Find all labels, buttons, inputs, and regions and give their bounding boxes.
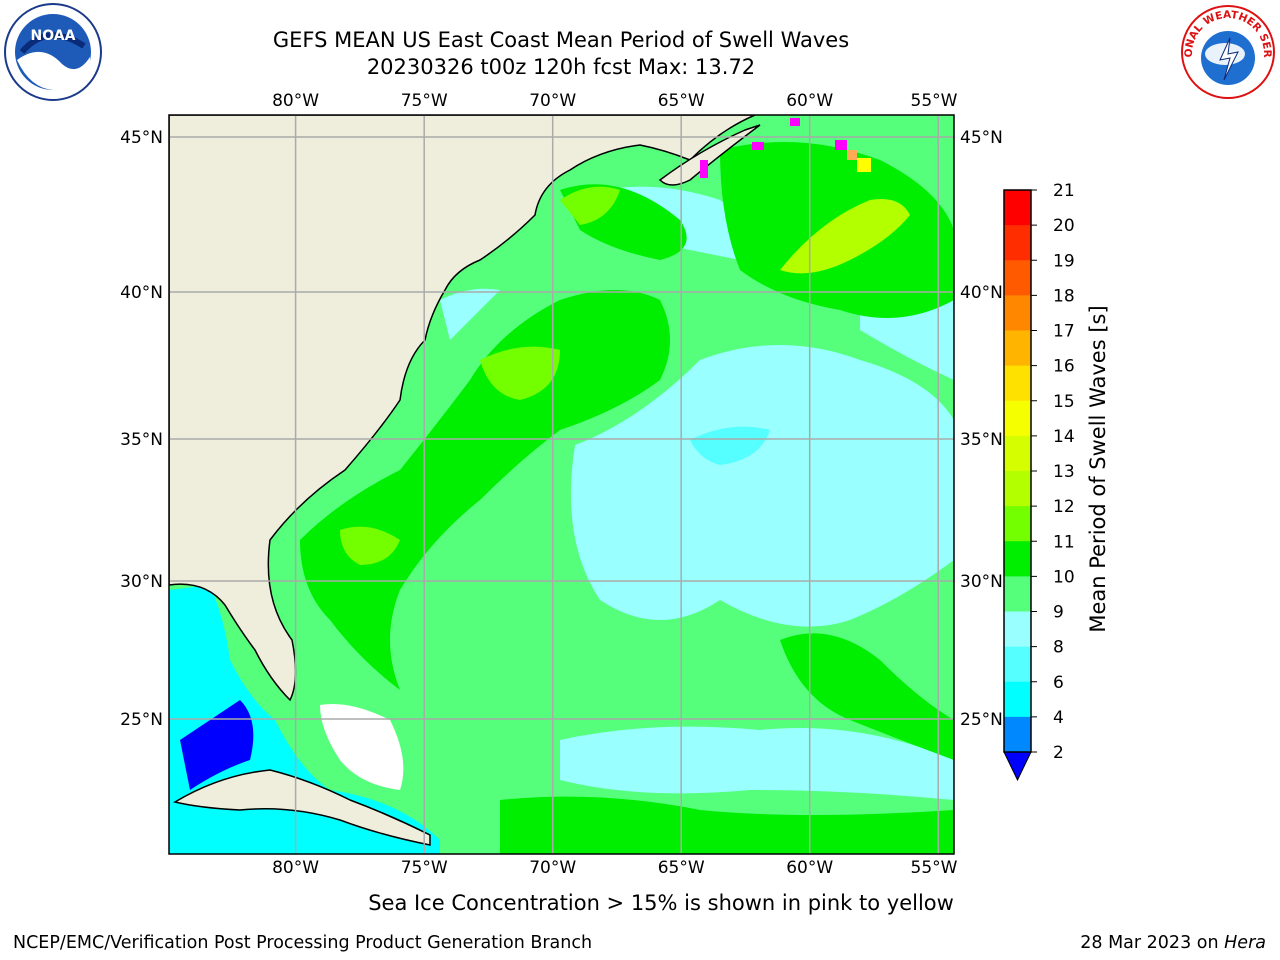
lon-tick-label: 80°W [272,858,319,878]
colorbar-swatch [1004,611,1031,648]
lat-tick-label: 45°N [960,128,1003,148]
colorbar-tick-label: 8 [1053,638,1064,658]
lon-labels-top: 80°W 75°W 70°W 65°W 60°W 55°W [272,91,958,111]
swell-zone-max [780,199,910,274]
lon-tick-label: 55°W [911,858,958,878]
colorbar-swatch [1004,330,1031,367]
colorbar-swatch [1004,365,1031,402]
colorbar-swatch [1004,716,1031,753]
colorbar-swatch [1004,541,1031,577]
swell-zone-central-atlantic [570,345,954,627]
lon-tick-label: 55°W [911,91,958,111]
swell-zone-max-4 [560,186,620,225]
lon-tick-label: 65°W [658,858,705,878]
colorbar-swatch [1004,295,1031,331]
colorbar-tick-label: 15 [1053,392,1075,412]
colorbar-tick-label: 19 [1053,251,1075,271]
lat-tick-label: 45°N [120,128,163,148]
credit-machine: Hera [1224,933,1266,953]
lat-tick-label: 25°N [120,710,163,730]
sea-ice-footnote: Sea Ice Concentration > 15% is shown in … [368,891,954,915]
colorbar-swatch [1004,471,1031,507]
sea-ice-marks [700,118,871,178]
colorbar-tick-label: 6 [1053,673,1064,693]
nws-logo-icon: NATIONAL WEATHER SERVICE [1174,0,1278,104]
colorbar-swatch [1004,225,1031,261]
land-cuba [173,769,431,846]
colorbar-swatch [1004,681,1031,718]
noaa-logo-text: NOAA [31,28,76,44]
colorbar-tick-label: 21 [1053,181,1075,201]
swell-zone-gulf-deep [180,700,254,790]
lon-tick-label: 60°W [786,858,833,878]
colorbar-tick-label: 9 [1053,603,1064,623]
lat-labels-right: 45°N 40°N 35°N 30°N 25°N [960,128,1003,730]
colorbar-tick-label: 12 [1053,497,1075,517]
swell-zone-bottom-green [500,796,954,854]
lat-tick-label: 40°N [960,283,1003,303]
lon-tick-label: 70°W [529,91,576,111]
land-masses [169,115,761,846]
swell-zone-shelf [440,288,500,340]
colorbar-tick-label: 11 [1053,532,1075,552]
colorbar-tick-label: 13 [1053,462,1075,482]
colorbar-swatch [1004,506,1031,542]
swell-zone-cyan-patch [690,426,770,465]
lat-tick-label: 40°N [120,283,163,303]
chart-title: GEFS MEAN US East Coast Mean Period of S… [272,28,850,52]
colorbar-tick-label: 2 [1053,743,1064,763]
colorbar-tick-label: 14 [1053,427,1075,447]
lat-labels-left: 45°N 40°N 35°N 30°N 25°N [120,128,163,730]
credit-date: 28 Mar 2023 on Hera [1080,933,1266,953]
colorbar-tick-label: 20 [1053,216,1075,236]
colorbar-swatch [1004,260,1031,296]
land-north-america [169,115,756,702]
colorbar: 21 20 19 18 17 16 15 14 13 12 11 10 9 8 6 4 2 [1003,181,1075,782]
swell-zone-max-2 [480,346,560,400]
graticule [169,115,954,854]
colorbar-swatch [1004,435,1031,472]
colorbar-extend-arrow [1003,751,1032,782]
colorbar-tick-label: 10 [1053,567,1075,587]
colorbar-tick-label: 18 [1053,286,1075,306]
lon-labels-bottom: 80°W 75°W 70°W 65°W 60°W 55°W [272,858,958,878]
lat-tick-label: 25°N [960,710,1003,730]
chart-subtitle: 20230326 t00z 120h fcst Max: 13.72 [366,55,756,79]
swell-zone-southeast-green [780,633,954,760]
noaa-logo-icon: NOAA [2,2,104,106]
swell-zone-gulf-stream [300,290,670,690]
colorbar-tick-label: 16 [1053,357,1075,377]
colorbar-tick-label: 4 [1053,708,1064,728]
lon-tick-label: 60°W [786,91,833,111]
colorbar-label: Mean Period of Swell Waves [s] [1086,305,1110,633]
lon-tick-label: 75°W [401,858,448,878]
lon-tick-label: 65°W [658,91,705,111]
lat-tick-label: 35°N [120,430,163,450]
lon-tick-label: 70°W [529,858,576,878]
swell-zone-max-3 [340,526,400,565]
swell-zone-bahamas [320,704,404,790]
lon-tick-label: 75°W [401,91,448,111]
colorbar-swatch [1004,400,1031,437]
lat-tick-label: 30°N [960,572,1003,592]
lat-tick-label: 35°N [960,430,1003,450]
lon-tick-label: 80°W [272,91,319,111]
colorbar-swatch [1004,190,1031,226]
lat-tick-label: 30°N [120,572,163,592]
colorbar-tick-label: 17 [1053,322,1075,342]
credit-date-text: 28 Mar 2023 on [1080,933,1219,953]
swell-zone-south [560,726,954,800]
colorbar-swatch [1004,576,1031,612]
land-nova-scotia [658,124,761,186]
colorbar-swatch [1004,646,1031,683]
credit-branch: NCEP/EMC/Verification Post Processing Pr… [13,933,593,953]
map-frame [168,114,955,855]
